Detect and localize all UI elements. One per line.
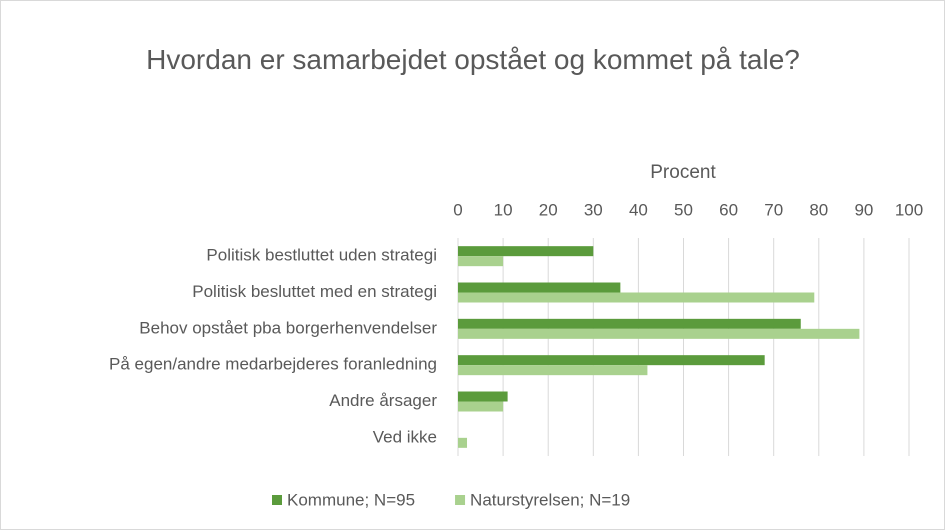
bar [458,401,504,412]
x-tick-label: 40 [629,200,648,219]
y-tick-label: Politisk bestluttet uden strategi [206,246,437,265]
y-tick-label: På egen/andre medarbejderes foranledning [109,355,437,374]
legend-swatch [455,495,466,505]
bar [458,328,860,339]
bar [458,437,468,448]
x-tick-label: 0 [453,200,462,219]
bar [458,256,504,267]
x-tick-label: 60 [719,200,738,219]
x-tick-label: 50 [674,200,693,219]
bar [458,365,648,376]
x-tick-label: 100 [895,200,923,219]
y-tick-label: Andre årsager [329,391,437,410]
legend-label: Kommune; N=95 [287,490,415,509]
bar [458,318,801,329]
x-tick-label: 20 [539,200,558,219]
x-tick-label: 10 [494,200,513,219]
y-tick-label: Ved ikke [373,427,437,446]
y-tick-label: Politisk besluttet med en strategi [192,282,437,301]
axis-title: Procent [650,162,716,183]
bar [458,391,508,402]
bar [458,246,594,257]
x-tick-label: 90 [854,200,873,219]
x-tick-label: 70 [764,200,783,219]
bar [458,282,621,293]
y-tick-label: Behov opstået pba borgerhenvendelser [139,318,437,337]
chart-title: Hvordan er samarbejdet opstået og kommet… [146,44,800,75]
bar [458,292,815,303]
x-tick-label: 30 [584,200,603,219]
legend-label: Naturstyrelsen; N=19 [470,490,630,509]
legend-swatch [272,495,282,505]
x-tick-label: 80 [809,200,828,219]
bar [458,355,765,366]
